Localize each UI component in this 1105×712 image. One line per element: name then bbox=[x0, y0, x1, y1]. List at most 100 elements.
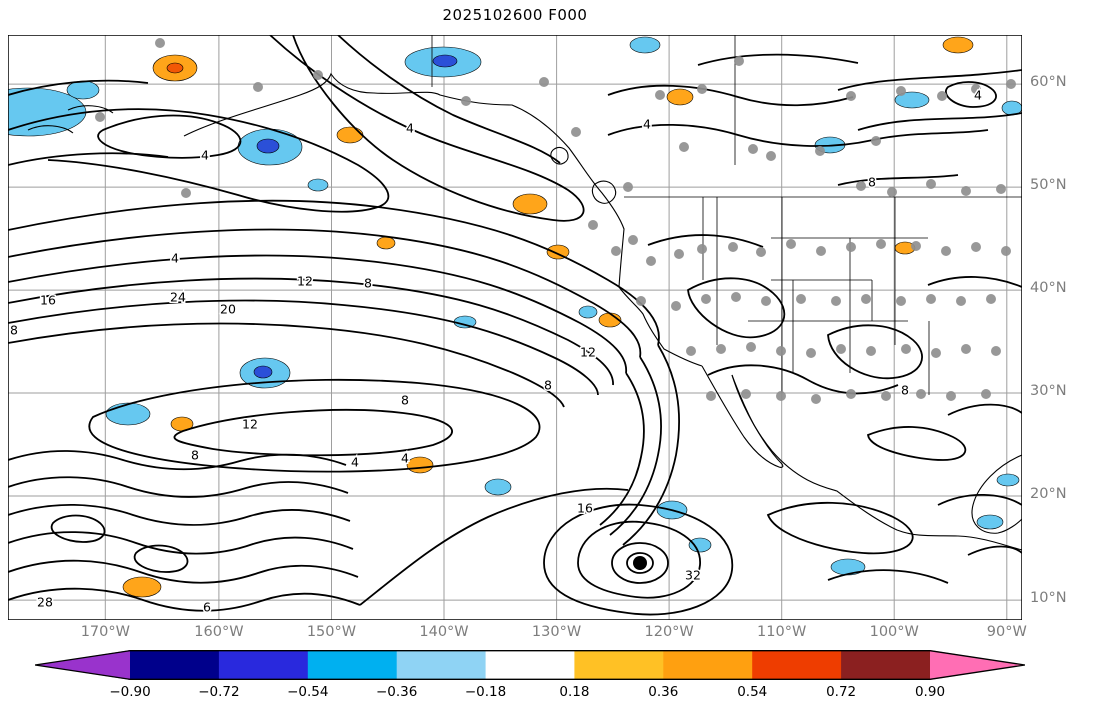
station-dot bbox=[701, 294, 711, 304]
contour-label-layer: 4 24 20 12 8 8 16 12 8 12 8 16 32 4 4 4 8 4 4 4 8 28 6 8 bbox=[9, 86, 984, 616]
station-dot bbox=[776, 346, 786, 356]
colorbar-tick-label: −0.36 bbox=[375, 684, 418, 700]
station-dot bbox=[986, 294, 996, 304]
station-dot bbox=[756, 247, 766, 257]
station-dot bbox=[846, 91, 856, 101]
contour-label: 4 bbox=[401, 451, 409, 466]
station-dot bbox=[896, 86, 906, 96]
contour-path bbox=[269, 35, 585, 222]
contour-label: 8 bbox=[401, 393, 409, 408]
station-dot bbox=[971, 84, 981, 94]
shaded-cell bbox=[336, 126, 364, 144]
contour-path bbox=[599, 372, 645, 526]
coastline-layer bbox=[27, 72, 1022, 551]
contour-path bbox=[543, 503, 734, 616]
coastline-path bbox=[971, 454, 1022, 534]
station-dot bbox=[766, 151, 776, 161]
contour-path bbox=[97, 114, 242, 159]
colorbar-tick-label: −0.72 bbox=[198, 684, 240, 700]
lon-tick-label: 150°W bbox=[306, 624, 357, 640]
contour-path bbox=[8, 108, 390, 213]
contour-path bbox=[766, 501, 914, 555]
contour-label: 28 bbox=[37, 595, 53, 610]
shaded-cell bbox=[307, 178, 329, 192]
colorbar-segment bbox=[396, 650, 487, 680]
contour-label: 4 bbox=[171, 251, 179, 266]
contour-path bbox=[857, 112, 1022, 131]
contour-path bbox=[937, 493, 1022, 506]
lat-axis: 60°N 50°N 40°N 30°N 20°N 10°N bbox=[1030, 35, 1102, 620]
contour-label: 8 bbox=[868, 175, 876, 190]
map-frame bbox=[8, 35, 1022, 620]
lat-tick-label: 50°N bbox=[1030, 177, 1067, 194]
shaded-cell bbox=[629, 36, 661, 54]
contour-path bbox=[626, 552, 654, 574]
contour-label: 16 bbox=[40, 293, 56, 308]
colorbar-segment bbox=[130, 650, 220, 680]
station-dot bbox=[706, 391, 716, 401]
contour-path bbox=[827, 324, 923, 380]
lon-tick-label: 110°W bbox=[757, 624, 807, 640]
lat-tick-label: 60°N bbox=[1030, 74, 1067, 91]
shaded-cell bbox=[666, 88, 694, 106]
shaded-cell bbox=[105, 402, 151, 426]
contour-path bbox=[687, 277, 786, 339]
cyclone-marker-layer bbox=[633, 556, 647, 570]
contour-path bbox=[947, 403, 1022, 416]
contour-path bbox=[8, 199, 660, 346]
contour-label: 20 bbox=[220, 302, 236, 317]
lon-tick-label: 130°W bbox=[531, 624, 582, 640]
station-dot bbox=[926, 179, 936, 189]
station-dot bbox=[856, 181, 866, 191]
colorbar bbox=[35, 650, 1025, 680]
contour-path bbox=[8, 299, 599, 396]
contour-label: 8 bbox=[901, 383, 909, 398]
shaded-cell bbox=[256, 138, 280, 154]
station-dot bbox=[981, 389, 991, 399]
station-dot bbox=[674, 249, 684, 259]
station-dot bbox=[961, 344, 971, 354]
shaded-cell bbox=[512, 193, 548, 215]
shaded-cell bbox=[894, 91, 930, 109]
station-dot bbox=[946, 391, 956, 401]
shaded-cell bbox=[942, 36, 974, 54]
contour-path bbox=[8, 322, 565, 408]
lon-tick-label: 170°W bbox=[80, 624, 130, 640]
station-dot bbox=[686, 346, 696, 356]
shaded-cell bbox=[406, 456, 434, 474]
station-dot bbox=[866, 346, 876, 356]
station-dot bbox=[881, 391, 891, 401]
colorbar-segment bbox=[218, 650, 309, 680]
station-dot bbox=[655, 90, 665, 100]
station-dot bbox=[956, 296, 966, 306]
station-dot bbox=[901, 344, 911, 354]
lat-tick-label: 30°N bbox=[1030, 383, 1067, 400]
colorbar-segment bbox=[841, 650, 931, 680]
colorbar-tick-label: 0.54 bbox=[737, 684, 768, 700]
shaded-cell bbox=[996, 473, 1020, 487]
contour-path bbox=[8, 531, 354, 555]
lon-tick-label: 100°W bbox=[869, 624, 919, 640]
colorbar-outline bbox=[35, 650, 1025, 680]
contour-path bbox=[8, 559, 359, 584]
shaded-cell bbox=[66, 80, 100, 100]
station-dot bbox=[931, 348, 941, 358]
contour-label: 16 bbox=[577, 501, 593, 516]
coastline-path bbox=[67, 105, 114, 114]
contour-path bbox=[622, 344, 680, 546]
cyclone-center-marker bbox=[633, 556, 647, 570]
contour-path bbox=[945, 81, 997, 108]
station-dot bbox=[761, 296, 771, 306]
colorbar-tick-label: 0.36 bbox=[648, 684, 679, 700]
lat-tick-label: 40°N bbox=[1030, 280, 1067, 297]
shaded-cell bbox=[376, 236, 396, 250]
station-dot bbox=[671, 301, 681, 311]
station-dot bbox=[911, 241, 921, 251]
station-dot bbox=[1006, 79, 1016, 89]
station-dot bbox=[697, 244, 707, 254]
contour-path bbox=[50, 514, 106, 543]
colorbar-over-arrow bbox=[930, 650, 1025, 680]
colorbar-ticks: −0.90 −0.72 −0.54 −0.36 −0.18 0.18 0.36 0.54 0.7… bbox=[35, 684, 1025, 704]
contour-label: 12 bbox=[580, 345, 596, 360]
contour-label: 12 bbox=[297, 274, 313, 289]
